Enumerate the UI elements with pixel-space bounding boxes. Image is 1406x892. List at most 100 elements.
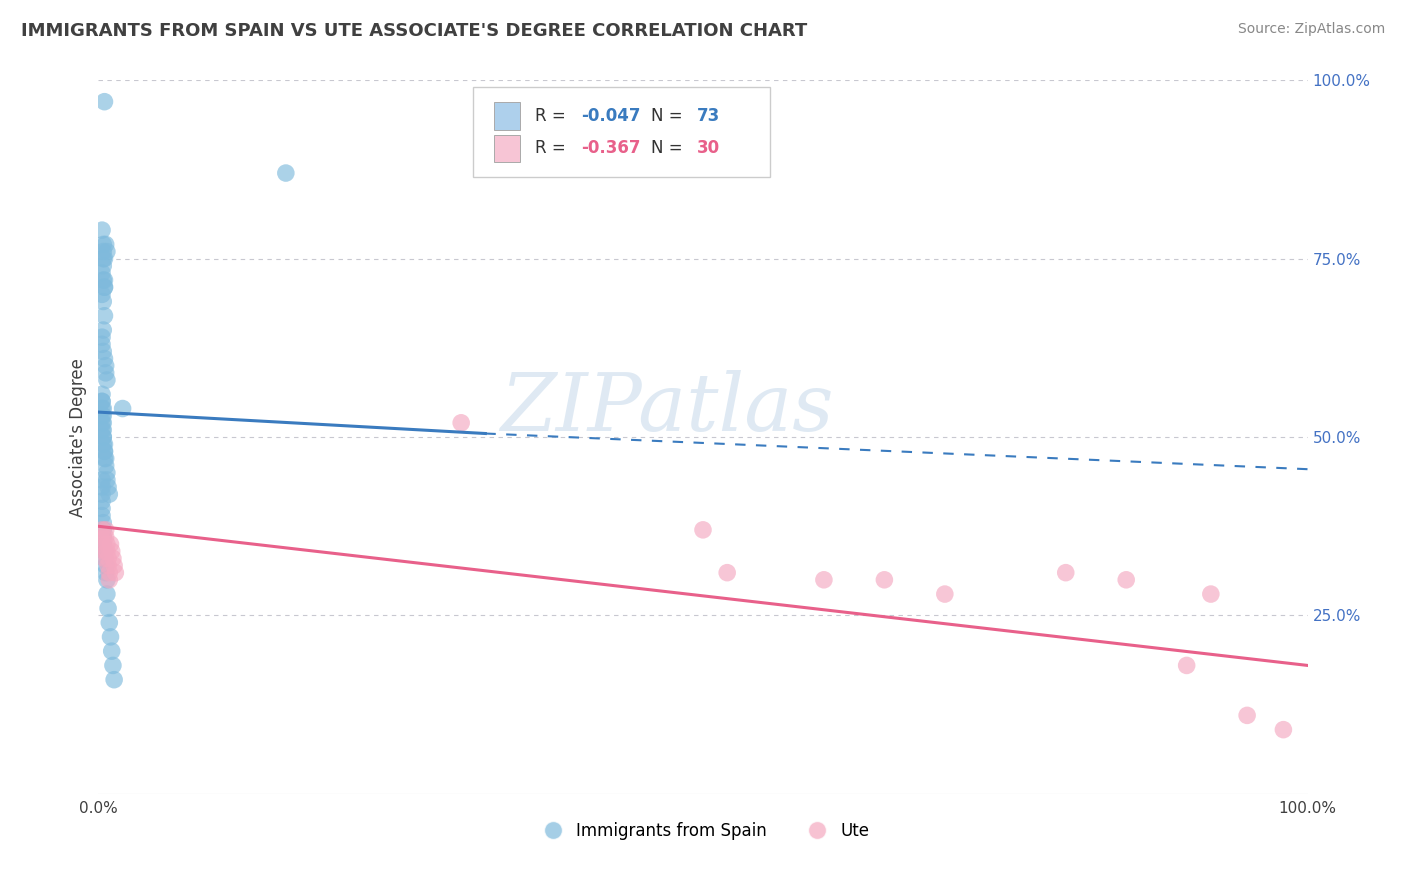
Point xyxy=(91,516,114,530)
Point xyxy=(96,244,118,259)
Text: R =: R = xyxy=(534,107,571,125)
Y-axis label: Associate's Degree: Associate's Degree xyxy=(69,358,87,516)
Point xyxy=(91,409,114,423)
Point xyxy=(716,566,738,580)
Point xyxy=(91,394,114,409)
Point xyxy=(93,544,115,558)
Point xyxy=(100,544,122,558)
Point xyxy=(93,309,115,323)
Point xyxy=(1175,658,1198,673)
Point xyxy=(91,480,114,494)
Point xyxy=(100,537,122,551)
Point xyxy=(96,373,118,387)
Point xyxy=(93,252,115,266)
Point xyxy=(94,458,117,473)
Point xyxy=(98,573,121,587)
Point xyxy=(97,601,120,615)
Point xyxy=(97,558,120,573)
Point xyxy=(96,473,118,487)
Point xyxy=(91,487,114,501)
Point xyxy=(91,416,114,430)
Point xyxy=(100,644,122,658)
Point xyxy=(91,416,114,430)
Point xyxy=(94,366,117,380)
Point xyxy=(94,523,117,537)
Point xyxy=(91,330,114,344)
Point xyxy=(91,530,114,544)
Point xyxy=(97,480,120,494)
Point xyxy=(93,437,115,451)
Point xyxy=(98,615,121,630)
Point xyxy=(93,280,115,294)
Point xyxy=(91,409,114,423)
Point xyxy=(934,587,956,601)
Point xyxy=(111,401,134,416)
Point xyxy=(91,530,114,544)
Point xyxy=(94,359,117,373)
Point xyxy=(94,237,117,252)
Point xyxy=(91,294,114,309)
Point xyxy=(91,501,114,516)
FancyBboxPatch shape xyxy=(494,135,520,161)
Point xyxy=(91,437,114,451)
Point xyxy=(93,280,115,294)
Point xyxy=(91,387,114,401)
FancyBboxPatch shape xyxy=(494,103,520,129)
Point xyxy=(91,287,114,301)
Text: -0.367: -0.367 xyxy=(581,139,640,157)
Point xyxy=(91,430,114,444)
Text: IMMIGRANTS FROM SPAIN VS UTE ASSOCIATE'S DEGREE CORRELATION CHART: IMMIGRANTS FROM SPAIN VS UTE ASSOCIATE'S… xyxy=(21,22,807,40)
Point xyxy=(91,523,114,537)
Point xyxy=(93,351,115,366)
Point xyxy=(91,273,114,287)
Point xyxy=(1115,573,1137,587)
Point xyxy=(93,544,115,558)
Point xyxy=(96,587,118,601)
Text: N =: N = xyxy=(651,139,688,157)
Point xyxy=(274,166,297,180)
Point xyxy=(94,530,117,544)
Point xyxy=(91,523,114,537)
Point xyxy=(91,394,114,409)
Point xyxy=(91,344,114,359)
Point xyxy=(91,223,114,237)
Text: Source: ZipAtlas.com: Source: ZipAtlas.com xyxy=(1237,22,1385,37)
Point xyxy=(91,266,114,280)
Text: ZIPatlas: ZIPatlas xyxy=(501,370,834,447)
Point xyxy=(91,259,114,273)
Point xyxy=(93,451,115,466)
Point xyxy=(1272,723,1295,737)
Point xyxy=(96,466,118,480)
Point xyxy=(93,551,115,566)
Point xyxy=(98,566,121,580)
Point xyxy=(91,537,114,551)
Point xyxy=(103,558,125,573)
Point xyxy=(91,508,114,523)
Point xyxy=(94,566,117,580)
Point xyxy=(450,416,472,430)
Point xyxy=(91,537,114,551)
Point xyxy=(93,444,115,458)
Point xyxy=(692,523,714,537)
Legend: Immigrants from Spain, Ute: Immigrants from Spain, Ute xyxy=(530,815,876,847)
Point xyxy=(91,430,114,444)
Point xyxy=(91,423,114,437)
Point xyxy=(101,658,124,673)
Point xyxy=(91,323,114,337)
Point xyxy=(91,237,114,252)
Point xyxy=(103,673,125,687)
Point xyxy=(96,537,118,551)
Point xyxy=(91,401,114,416)
Point xyxy=(91,423,114,437)
Point xyxy=(813,573,835,587)
Point xyxy=(1199,587,1222,601)
Point xyxy=(94,451,117,466)
Point xyxy=(94,558,117,573)
Point xyxy=(93,551,115,566)
Point xyxy=(96,544,118,558)
Point xyxy=(1054,566,1077,580)
Text: N =: N = xyxy=(651,107,688,125)
Point xyxy=(96,573,118,587)
Point xyxy=(91,494,114,508)
Point xyxy=(101,551,124,566)
